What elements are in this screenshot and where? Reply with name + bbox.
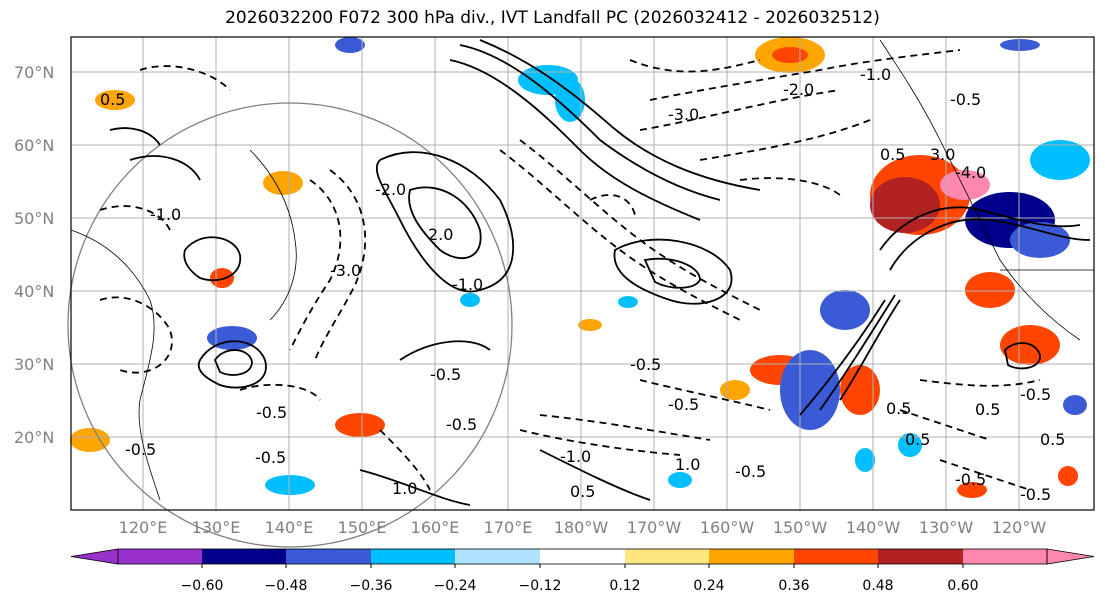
- contour-label: -1.0: [860, 65, 891, 84]
- contour-label: -0.5: [255, 448, 286, 467]
- contour-label: 1.0: [675, 455, 700, 474]
- colorbar-segment: [709, 549, 794, 564]
- colorbar-tick-label: −0.48: [265, 578, 308, 594]
- contour-label: 0.5: [975, 400, 1000, 419]
- contour-label: -0.5: [955, 470, 986, 489]
- colorbar-segment: [963, 549, 1047, 564]
- figure-title: 2026032200 F072 300 hPa div., IVT Landfa…: [225, 8, 880, 28]
- colorbar: [70, 548, 1095, 568]
- lon-label: 160°W: [700, 518, 755, 537]
- contour-label: -0.5: [950, 90, 981, 109]
- contour-label: 0.5: [1040, 430, 1065, 449]
- colorbar-outline: [117, 548, 1048, 565]
- colorbar-segment: [625, 549, 709, 564]
- colorbar-ticks: −0.60 −0.48 −0.36 −0.24 −0.12 0.12 0.24 …: [181, 578, 979, 594]
- latitude-labels: 70°N 60°N 50°N 40°N 30°N 20°N: [14, 63, 54, 447]
- map-panel: -0.5 -0.5 -0.5 -1.0 -0.5 -0.5 -0.5 -0.5 …: [67, 36, 1095, 548]
- contour-label: 0.5: [100, 90, 125, 109]
- colorbar-segment: [118, 549, 202, 564]
- colorbar-extend-min: [70, 548, 119, 565]
- contour-label: 2.0: [428, 225, 453, 244]
- contour-label: -0.5: [668, 395, 699, 414]
- colorbar-tick-label: 0.60: [947, 578, 978, 594]
- contour-label: 0.5: [880, 145, 905, 164]
- lat-label: 60°N: [14, 136, 54, 155]
- colorbar-segment: [202, 549, 286, 564]
- lon-label: 140°E: [265, 518, 314, 537]
- lon-label: 130°E: [192, 518, 241, 537]
- contour-label: -4.0: [955, 163, 986, 182]
- contour-label: -0.5: [1020, 485, 1051, 504]
- contour-label: -1.0: [150, 205, 181, 224]
- radius-circle: [67, 102, 513, 548]
- lon-label: 130°W: [919, 518, 974, 537]
- lat-label: 70°N: [14, 63, 54, 82]
- colorbar-tick-label: 0.12: [609, 578, 640, 594]
- contour-label: -1.0: [560, 447, 591, 466]
- contour-labels: -0.5 -0.5 -0.5 -1.0 -0.5 -0.5 -0.5 -0.5 …: [100, 65, 1065, 504]
- lon-label: 170°E: [484, 518, 533, 537]
- lon-label: 120°E: [119, 518, 168, 537]
- colorbar-segment: [878, 549, 963, 564]
- lon-label: 150°E: [338, 518, 387, 537]
- colorbar-tick-label: −0.36: [350, 578, 393, 594]
- positive-contours: [109, 39, 1091, 506]
- contour-label: -2.0: [783, 80, 814, 99]
- contour-label: -2.0: [375, 180, 406, 199]
- colorbar-tick-label: −0.60: [181, 578, 224, 594]
- lat-label: 20°N: [14, 428, 54, 447]
- colorbar-segment: [286, 549, 371, 564]
- longitude-labels: 120°E 130°E 140°E 150°E 160°E 170°E 180°…: [119, 518, 1047, 537]
- colorbar-segment: [540, 549, 625, 564]
- lat-label: 40°N: [14, 282, 54, 301]
- colorbar-extend-max: [1046, 548, 1095, 565]
- contour-label: -0.5: [1020, 385, 1051, 404]
- contour-label: 0.5: [570, 482, 595, 501]
- contour-label: 1.0: [392, 479, 417, 498]
- lon-label: 180°W: [554, 518, 609, 537]
- coastlines: [70, 39, 1094, 501]
- lat-label: 30°N: [14, 355, 54, 374]
- contour-label: -0.5: [256, 403, 287, 422]
- lon-label: 160°E: [411, 518, 460, 537]
- negative-contours: [99, 49, 1041, 491]
- contour-label: 0.5: [886, 399, 911, 418]
- contour-label: -0.5: [735, 462, 766, 481]
- colorbar-segment: [371, 549, 455, 564]
- lon-label: 120°W: [992, 518, 1047, 537]
- contour-label: -0.5: [430, 365, 461, 384]
- colorbar-tick-label: 0.36: [778, 578, 809, 594]
- contour-label: -1.0: [452, 275, 483, 294]
- contour-label: -0.5: [446, 415, 477, 434]
- lon-label: 150°W: [773, 518, 828, 537]
- colorbar-segment: [794, 549, 878, 564]
- colorbar-tick-label: −0.12: [519, 578, 562, 594]
- contour-label: -0.5: [125, 440, 156, 459]
- lon-label: 170°W: [627, 518, 682, 537]
- contour-label: -3.0: [668, 105, 699, 124]
- contour-label: -3.0: [330, 261, 361, 280]
- lat-label: 50°N: [14, 209, 54, 228]
- colorbar-tick-label: −0.24: [434, 578, 477, 594]
- lon-label: 140°W: [846, 518, 901, 537]
- contour-label: 0.5: [905, 430, 930, 449]
- contour-label: -0.5: [630, 355, 661, 374]
- colorbar-tick-label: 0.24: [693, 578, 724, 594]
- colorbar-segment: [455, 549, 540, 564]
- colorbar-tick-label: 0.48: [862, 578, 893, 594]
- contour-label: 3.0: [930, 145, 955, 164]
